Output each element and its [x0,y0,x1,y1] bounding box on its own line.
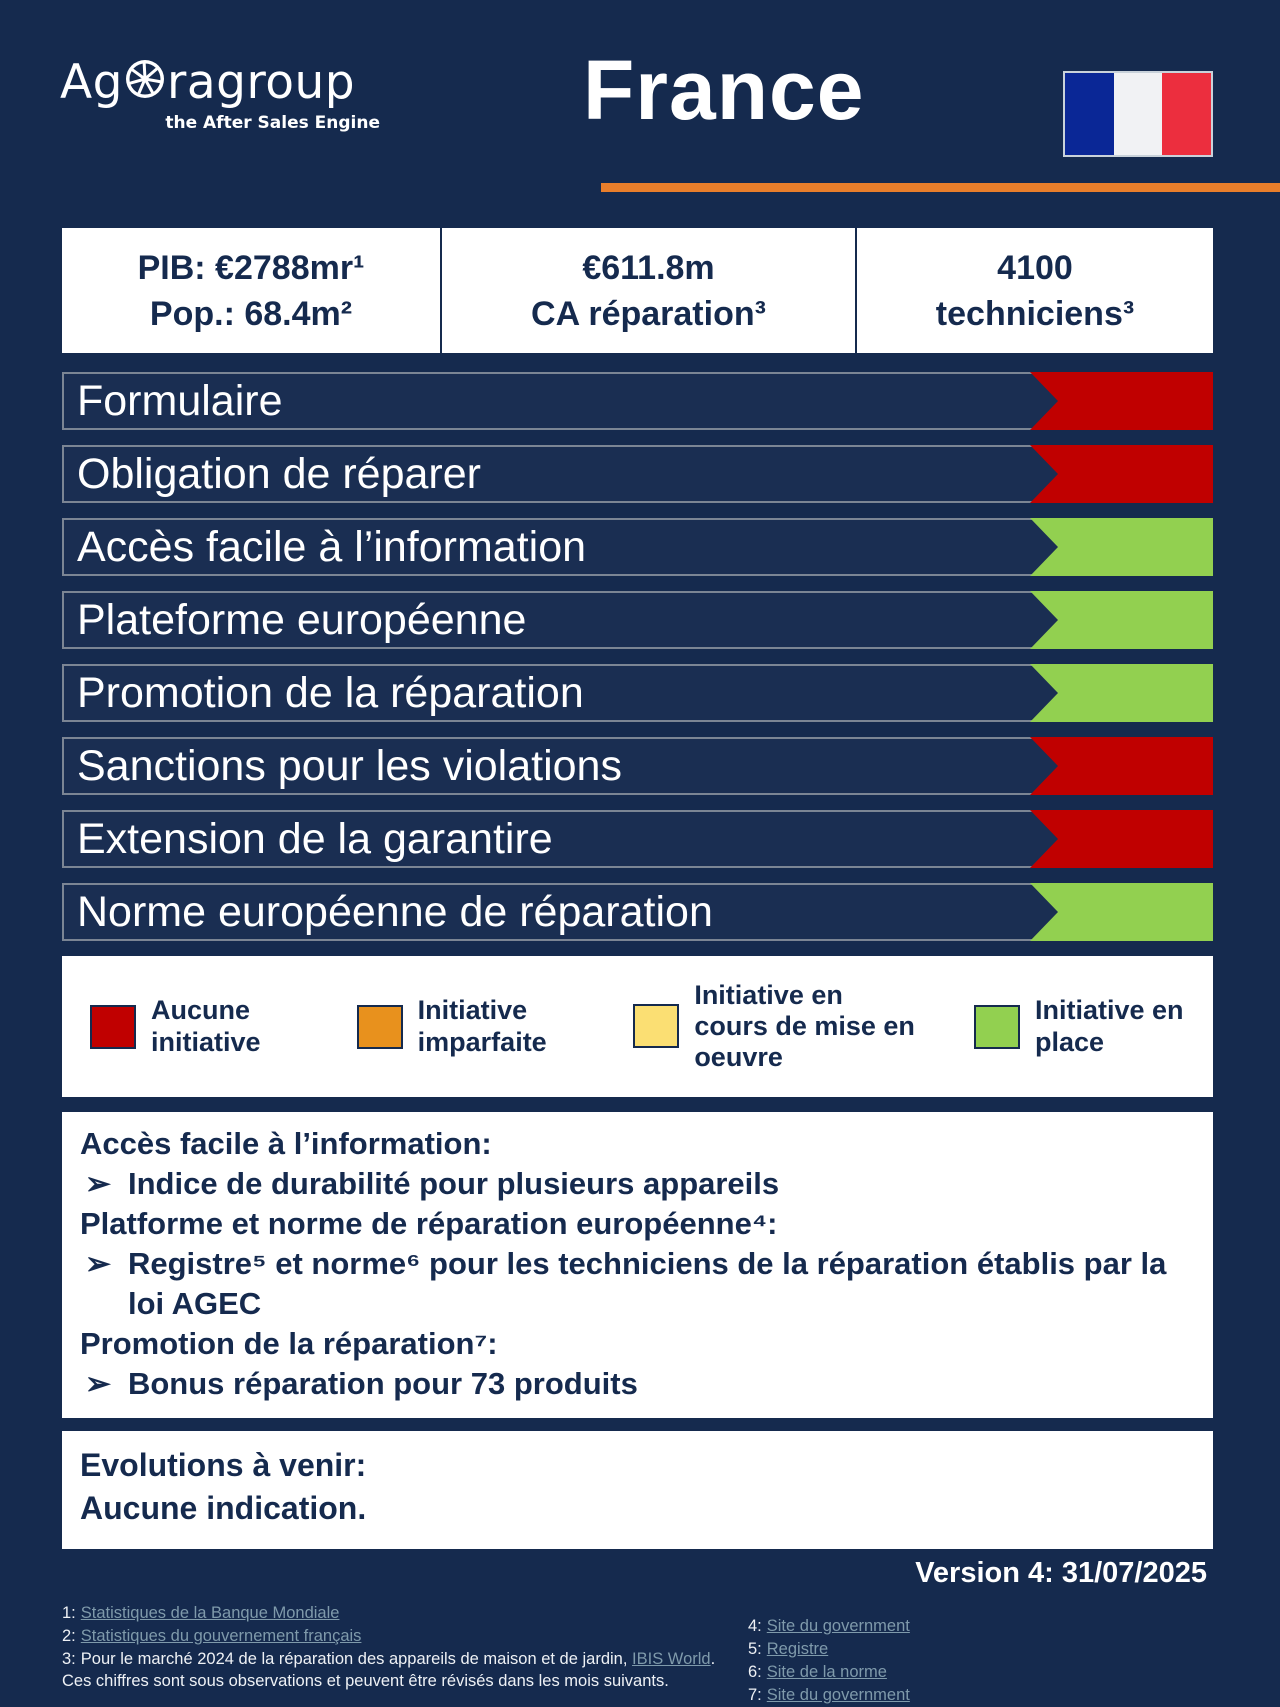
arrow-bullet-icon: ➢ [85,1166,111,1201]
stats-bar: PIB: €2788mr¹ Pop.: 68.4m² €611.8m CA ré… [62,228,1213,353]
footnote-link-site-gouvernement-4[interactable]: Site du government [766,1617,910,1635]
flag-stripe-white [1113,73,1163,155]
stat-pib: PIB: €2788mr¹ [137,248,365,287]
stat-pop: Pop.: 68.4m² [149,294,353,333]
stat-ca-label: CA réparation³ [531,294,766,333]
details-bullet-text: Indice de durabilité pour plusieurs appa… [127,1166,780,1201]
page-title: France [583,43,865,137]
details-heading: Promotion de la réparation⁷: [80,1326,498,1361]
flag-stripe-blue [1065,73,1114,155]
legend-swatch-orange [356,1004,403,1049]
legend-label: Initiative en cours de mise en oeuvre [694,979,915,1073]
details-bullet: ➢ Registre⁵ et norme⁶ pour les technicie… [80,1244,1195,1324]
footnote-link-gouvernement-francais[interactable]: Statistiques du gouvernement français [80,1627,362,1645]
status-flag [1030,737,1213,795]
status-legend: Aucune initiative Initiative imparfaite … [62,956,1213,1097]
arrow-bullet-icon: ➢ [85,1246,111,1281]
status-flag [1030,445,1213,503]
footnotes-right: 4: Site du government 5: Registre 6: Site d… [748,1615,910,1707]
status-flag [1030,372,1213,430]
footnote-link-registre[interactable]: Registre [766,1640,829,1658]
legend-item: Initiative en place [973,995,1185,1057]
row-label: Extension de la garantire [77,814,553,863]
turbine-wheel-icon [123,52,167,112]
footnote-4: 4: Site du government [748,1617,910,1635]
legend-label: Initiative imparfaite [417,995,547,1057]
initiative-row: Sanctions pour les violations [62,737,1213,795]
row-label: Sanctions pour les violations [77,741,622,790]
status-flag [1030,664,1213,722]
initiative-row: Promotion de la réparation [62,664,1213,722]
row-label: Accès facile à l’information [77,522,587,571]
stat-ca-value: €611.8m [582,248,715,287]
flag-stripe-red [1162,73,1212,155]
arrow-bullet-icon: ➢ [85,1366,111,1401]
evolutions-box: Evolutions à venir: Aucune indication. [62,1431,1213,1549]
legend-label: Initiative en place [1034,995,1184,1057]
details-bullet-text: Registre⁵ et norme⁶ pour les techniciens… [127,1246,1167,1321]
initiative-row: Formulaire [62,372,1213,430]
details-bullet: ➢ Indice de durabilité pour plusieurs ap… [80,1164,1195,1204]
stat-techniciens: 4100 techniciens³ [855,228,1213,353]
legend-item: Initiative imparfaite [356,995,580,1057]
row-label: Norme européenne de réparation [77,887,713,936]
row-label: Obligation de réparer [77,449,481,498]
content-column: PIB: €2788mr¹ Pop.: 68.4m² €611.8m CA ré… [62,228,1213,1704]
footnote-link-site-gouvernement-7[interactable]: Site du government [766,1686,910,1704]
brand-tagline: the After Sales Engine [165,113,380,133]
brand-wordmark-pre: Ag [60,54,123,110]
details-heading: Accès facile à l’information: [80,1126,492,1161]
row-label: Formulaire [77,376,283,425]
status-flag [1030,591,1213,649]
version-label: Version 4: 31/07/2025 [915,1557,1207,1589]
stat-pib-pop: PIB: €2788mr¹ Pop.: 68.4m² [62,228,440,353]
legend-swatch-red [90,1004,136,1049]
details-bullet-text: Bonus réparation pour 73 produits [127,1366,638,1401]
footnote-link-ibis-world[interactable]: IBIS World [632,1650,711,1668]
footnote-5: 5: Registre [748,1640,829,1658]
footnote-6: 6: Site de la norme [748,1663,887,1681]
status-flag [1030,518,1213,576]
initiative-rows: Formulaire Obligation de réparer Accès f… [62,372,1213,941]
legend-item: Initiative en cours de mise en oeuvre [633,980,920,1073]
footnote-link-banque-mondiale[interactable]: Statistiques de la Banque Mondiale [80,1604,340,1622]
footnote-2: 2: Statistiques du gouvernement français [62,1627,362,1645]
header-accent-rule [601,183,1280,192]
brand-logo: Ag ragroup the After Sales Engine [60,52,382,134]
evolutions-body: Aucune indication. [80,1490,367,1526]
footnote-3: 3: Pour le marché 2024 de la réparation d… [62,1650,716,1690]
legend-item: Aucune initiative [90,995,303,1057]
initiative-row: Norme européenne de réparation [62,883,1213,941]
footnote-1: 1: Statistiques de la Banque Mondiale [62,1604,340,1622]
details-heading: Platforme et norme de réparation europée… [80,1206,778,1241]
row-label: Promotion de la réparation [77,668,584,717]
row-label: Plateforme européenne [77,595,527,644]
details-bullet: ➢ Bonus réparation pour 73 produits [80,1364,1195,1404]
footnotes: 1: Statistiques de la Banque Mondiale 2: S… [62,1602,1213,1704]
legend-swatch-yellow [633,1004,680,1049]
footnotes-left: 1: Statistiques de la Banque Mondiale 2: S… [62,1602,717,1692]
stat-ca-reparation: €611.8m CA réparation³ [440,228,855,353]
stat-tech-label: techniciens³ [935,294,1135,333]
france-flag-icon [1063,71,1213,157]
footnote-7: 7: Site du government [748,1686,910,1704]
footnote-link-site-norme[interactable]: Site de la norme [766,1663,887,1681]
initiative-row: Accès facile à l’information [62,518,1213,576]
evolutions-title: Evolutions à venir: [80,1447,367,1483]
stat-tech-value: 4100 [997,248,1073,287]
brand-wordmark-post: ragroup [167,54,356,110]
status-flag [1030,883,1213,941]
status-flag [1030,810,1213,868]
initiative-row: Plateforme européenne [62,591,1213,649]
brand-wordmark: Ag ragroup [60,52,382,112]
legend-label: Aucune initiative [151,995,261,1057]
legend-swatch-green [973,1004,1020,1049]
details-box: Accès facile à l’information: ➢ Indice d… [62,1112,1213,1418]
initiative-row: Extension de la garantire [62,810,1213,868]
initiative-row: Obligation de réparer [62,445,1213,503]
